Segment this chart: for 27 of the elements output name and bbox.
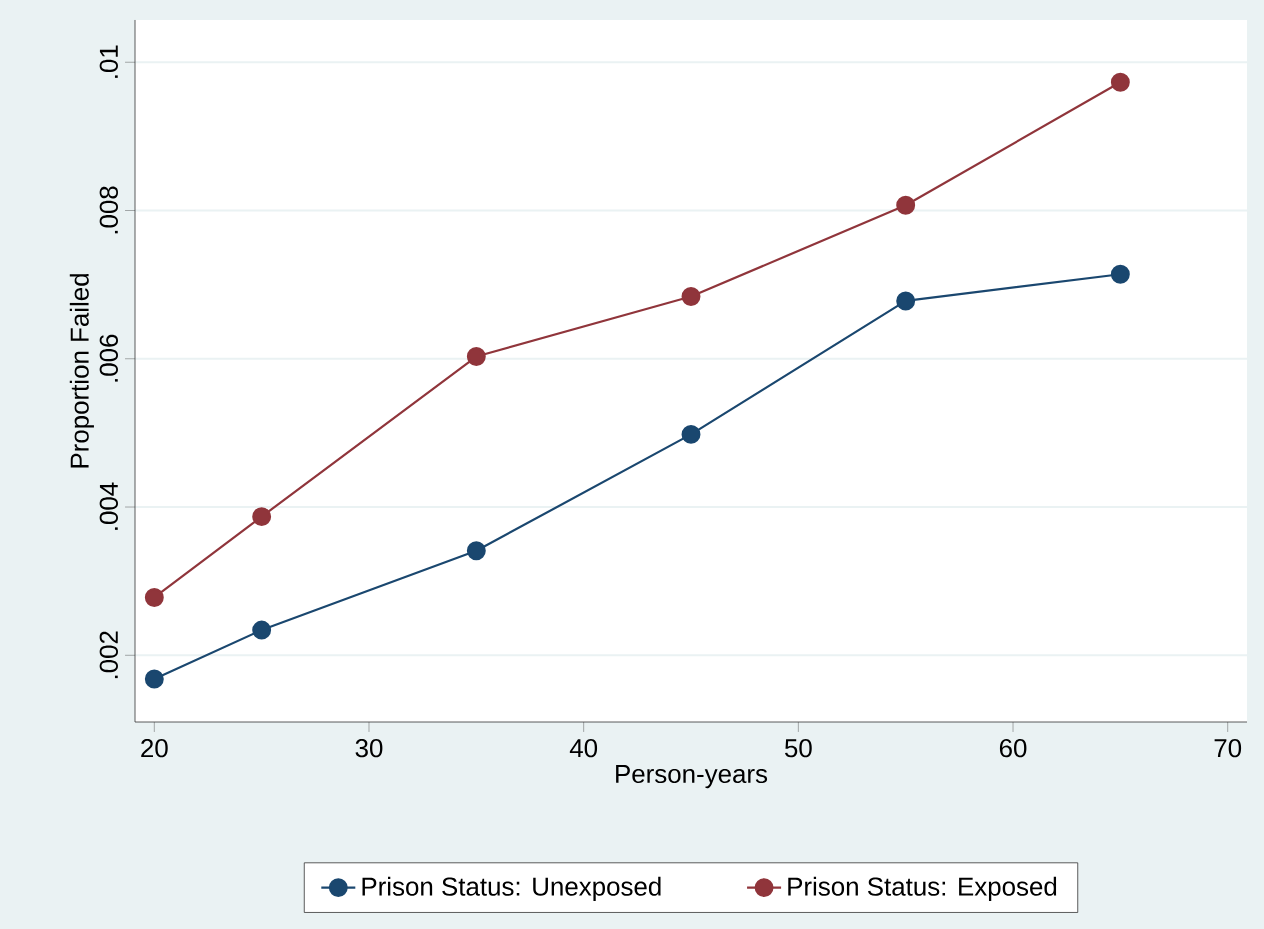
x-tick-label: 60 (999, 739, 1027, 758)
point (1110, 72, 1130, 92)
point (896, 195, 916, 215)
x-tick-label: 20 (141, 739, 168, 758)
y-tick-label: .01 (99, 45, 118, 78)
point (144, 587, 164, 607)
point (1110, 264, 1130, 284)
point (681, 287, 701, 306)
x-tick-label: 40 (569, 739, 598, 758)
legend-label: Prison Status: Exposed (788, 876, 1057, 901)
point (144, 669, 164, 689)
point (681, 424, 701, 444)
point (252, 507, 272, 527)
point (466, 347, 486, 367)
y-tick-label: .004 (99, 482, 118, 530)
y-tick-label: .008 (99, 186, 118, 234)
x-tick-label: 30 (355, 739, 383, 758)
point (896, 291, 916, 311)
legend-label: Prison Status: Unexposed (362, 876, 661, 901)
x-tick-label: 70 (1214, 739, 1242, 758)
point (466, 541, 486, 561)
point (252, 620, 272, 640)
y-tick-label: .002 (99, 631, 118, 679)
x-tick-label: 50 (784, 739, 812, 758)
y-axis-title: Proportion Failed (69, 274, 94, 468)
y-tick-label: .006 (99, 334, 118, 382)
x-axis-title: Person-years (616, 765, 768, 789)
